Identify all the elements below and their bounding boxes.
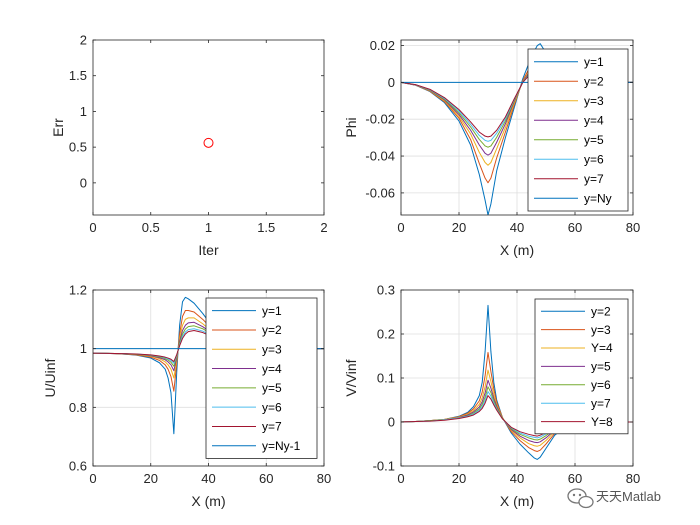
legend-label-2: y=3	[584, 94, 604, 108]
legend-label-2: Y=4	[591, 341, 613, 355]
y-axis-label: V/Vinf	[343, 359, 359, 396]
y-tick-label: 1	[80, 341, 87, 356]
legend-label-6: y=7	[584, 172, 604, 186]
x-tick-label: 20	[452, 471, 466, 486]
x-tick-label: 0	[89, 471, 96, 486]
legend-label-3: y=4	[584, 113, 604, 127]
data-layer	[203, 137, 214, 148]
legend-label-4: y=5	[262, 381, 282, 395]
legend: y=1 y=2 y=3 y=4 y=5 y=6 y=7 y=Ny	[527, 48, 629, 212]
x-tick-label: 20	[144, 471, 158, 486]
y-tick-label: 1	[80, 104, 87, 119]
y-tick-label: 0	[388, 75, 395, 90]
x-tick-label: 80	[626, 220, 640, 235]
y-axis-label: Phi	[343, 117, 359, 137]
legend: y=2 y=3 Y=4 y=5 y=6 y=7 Y=8	[534, 298, 629, 435]
legend-label-4: y=5	[584, 133, 604, 147]
legend-label-3: y=5	[591, 360, 611, 374]
chart-phi: 0 20 40 60 80 -0.06 -0.04 -0.02 0 0.02 X (m) Phi y=1…	[343, 38, 640, 258]
chart-err: 0 0.5 1 1.5 2 0 0.5 1 1.5 2 Iter Err	[50, 33, 328, 259]
x-axis-label: X (m)	[500, 493, 534, 509]
x-tick-label: 2	[320, 220, 327, 235]
y-tick-label: -0.1	[373, 459, 395, 474]
x-tick-label: 40	[201, 471, 215, 486]
data-point-0	[203, 137, 214, 148]
x-tick-label: 20	[452, 220, 466, 235]
x-axis-label: X (m)	[500, 242, 534, 258]
y-tick-label: 0.02	[370, 38, 395, 53]
y-tick-label: 0.2	[377, 327, 395, 342]
watermark: 天天Matlab	[567, 488, 661, 509]
legend-label-7: y=Ny	[584, 191, 612, 205]
series-line-2	[401, 369, 633, 447]
legend-label-6: Y=8	[591, 415, 613, 429]
x-tick-label: 40	[510, 220, 524, 235]
legend-label-7: y=Ny-1	[262, 439, 301, 453]
x-tick-label: 80	[626, 471, 640, 486]
legend: y=1 y=2 y=3 y=4 y=5 y=6 y=7 y=Ny-1	[205, 297, 318, 459]
x-axis-label: Iter	[198, 242, 219, 258]
x-tick-label: 0	[397, 471, 404, 486]
y-tick-label: -0.02	[365, 112, 395, 127]
y-tick-label: 0	[80, 175, 87, 190]
legend-label-0: y=2	[591, 304, 611, 318]
y-tick-label: 0.6	[69, 459, 87, 474]
x-tick-label: 60	[568, 471, 582, 486]
legend-label-1: y=2	[262, 323, 282, 337]
legend-label-1: y=3	[591, 323, 611, 337]
x-tick-label: 0	[397, 220, 404, 235]
y-tick-label: 0.3	[377, 283, 395, 298]
chart-v: 0 20 40 60 80-0.100.10.20.3X (m)V/Vinfy=2y=3…	[343, 283, 640, 510]
legend-label-0: y=1	[262, 304, 282, 318]
legend-label-2: y=3	[262, 342, 282, 356]
legend-label-0: y=1	[584, 55, 604, 69]
x-axis-label: X (m)	[191, 493, 225, 509]
wechat-icon	[567, 488, 594, 509]
y-tick-label: 0.8	[69, 400, 87, 415]
watermark-text: 天天Matlab	[596, 489, 661, 504]
chart-u: 0 20 40 60 800.60.811.2X (m)U/Uinfy=1y=2y=3y…	[42, 283, 331, 510]
y-tick-label: 1.2	[69, 283, 87, 298]
legend-box	[205, 297, 318, 459]
y-tick-label: 1.5	[69, 68, 87, 83]
x-tick-label: 0	[89, 220, 96, 235]
plot-area	[93, 40, 324, 215]
y-tick-label: 0	[388, 415, 395, 430]
x-tick-label: 40	[510, 471, 524, 486]
series-line-1	[401, 351, 633, 452]
legend-label-5: y=6	[262, 400, 282, 414]
x-tick-label: 60	[568, 220, 582, 235]
x-tick-label: 1.5	[257, 220, 275, 235]
x-tick-label: 1	[205, 220, 212, 235]
legend-label-5: y=6	[584, 152, 604, 166]
legend-box	[527, 48, 629, 212]
legend-label-1: y=2	[584, 74, 604, 88]
y-tick-label: -0.04	[365, 149, 395, 164]
y-tick-label: 2	[80, 33, 87, 48]
legend-label-6: y=7	[262, 420, 282, 434]
y-axis-label: U/Uinf	[42, 358, 58, 397]
legend-label-3: y=4	[262, 362, 282, 376]
legend-label-5: y=7	[591, 396, 611, 410]
legend-label-4: y=6	[591, 378, 611, 392]
y-tick-label: -0.06	[365, 185, 395, 200]
x-tick-label: 60	[259, 471, 273, 486]
y-axis-label: Err	[50, 118, 66, 137]
x-tick-label: 0.5	[142, 220, 160, 235]
x-tick-label: 80	[317, 471, 331, 486]
y-tick-label: 0.1	[377, 371, 395, 386]
y-tick-label: 0.5	[69, 140, 87, 155]
